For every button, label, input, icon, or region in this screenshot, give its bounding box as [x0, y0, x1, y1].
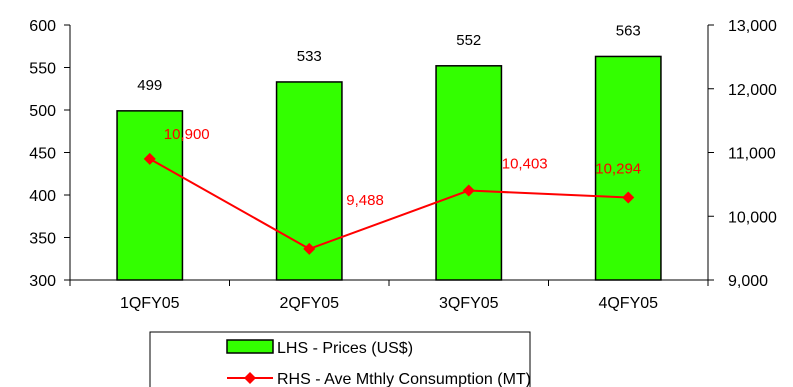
price-bar	[116, 110, 184, 281]
left-tick-label: 550	[29, 61, 56, 78]
legend-bar-label: LHS - Prices (US$)	[277, 340, 413, 357]
legend-bar-swatch	[226, 339, 274, 354]
price-bar-label: 552	[456, 32, 481, 49]
legend-line-label: RHS - Ave Mthly Consumption (MT)	[277, 371, 531, 387]
legend-line-marker	[244, 372, 256, 384]
data-labels: 499 533 552 563 10,900 9,488 10,403 10,294	[137, 22, 641, 208]
left-tick-label: 350	[29, 231, 56, 248]
price-bar	[594, 55, 662, 281]
right-tick-label: 13,000	[728, 18, 777, 35]
consumption-label: 10,900	[164, 126, 210, 143]
right-tick-label: 10,000	[728, 209, 777, 226]
consumption-label: 10,294	[595, 161, 641, 178]
legend: LHS - Prices (US$) RHS - Ave Mthly Consu…	[149, 331, 531, 387]
price-bar-label: 533	[297, 48, 322, 65]
legend-box	[149, 331, 531, 387]
left-tick-label: 450	[29, 146, 56, 163]
bars	[116, 55, 662, 281]
price-bar	[435, 65, 503, 281]
x-tick-label: 1QFY05	[120, 295, 180, 312]
left-tick-label: 600	[29, 18, 56, 35]
left-tick-label: 400	[29, 188, 56, 205]
x-tick-label: 4QFY05	[598, 295, 658, 312]
consumption-line	[143, 152, 635, 255]
right-tick-label: 11,000	[728, 146, 776, 163]
left-tick-label: 300	[29, 273, 56, 290]
consumption-marker	[143, 152, 156, 165]
right-tick-label: 12,000	[728, 82, 777, 99]
consumption-marker	[303, 242, 316, 255]
axes: 300 350 400 450 500 550 600 9,000 10,000 11,000 12…	[29, 18, 777, 312]
right-tick-label: 9,000	[728, 273, 768, 290]
consumption-label: 9,488	[346, 192, 384, 209]
left-tick-label: 500	[29, 103, 56, 120]
price-bar-label: 499	[137, 77, 162, 94]
consumption-line-path	[149, 158, 629, 250]
x-tick-label: 2QFY05	[279, 295, 339, 312]
consumption-marker	[462, 184, 475, 197]
consumption-marker	[622, 191, 635, 204]
price-bar-label: 563	[616, 22, 641, 39]
consumption-label: 10,403	[502, 156, 548, 173]
x-tick-label: 3QFY05	[439, 295, 499, 312]
